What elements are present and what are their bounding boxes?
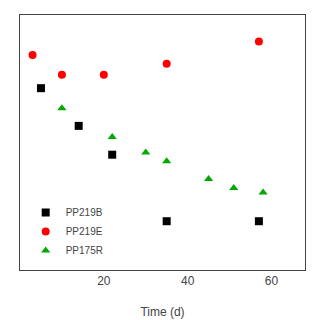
- svg-text:60: 60: [265, 274, 279, 288]
- svg-text:PP175R: PP175R: [66, 245, 103, 256]
- svg-text:40: 40: [181, 274, 195, 288]
- svg-text:PP219B: PP219B: [66, 207, 103, 218]
- svg-text:Time (d): Time (d): [140, 305, 184, 319]
- svg-text:PP219E: PP219E: [66, 226, 103, 237]
- svg-text:20: 20: [97, 274, 111, 288]
